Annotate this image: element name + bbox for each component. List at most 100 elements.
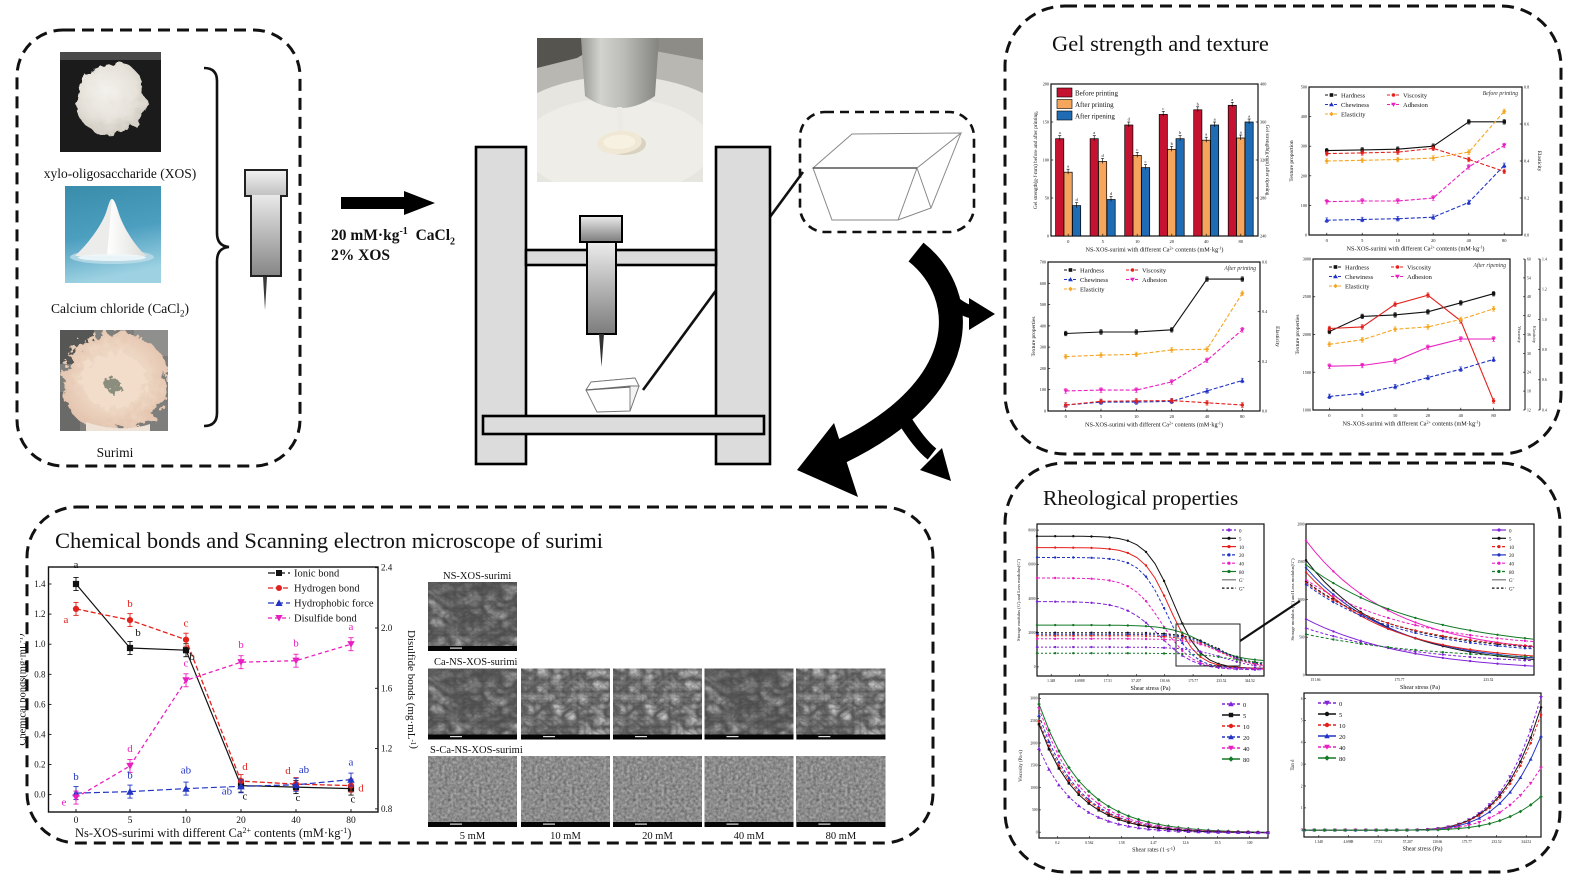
- svg-text:400: 400: [1040, 323, 1046, 328]
- svg-text:a: a: [1248, 114, 1250, 119]
- svg-text:Texture proportion: Texture proportion: [1289, 140, 1295, 182]
- svg-text:150: 150: [1043, 120, 1049, 125]
- svg-text:NS-XOS-surimi with different C: NS-XOS-surimi with different Ca2+ conten…: [1343, 420, 1481, 428]
- svg-text:233.52: 233.52: [1216, 679, 1226, 683]
- svg-text:1.6: 1.6: [381, 683, 393, 693]
- svg-text:8000: 8000: [1028, 528, 1035, 532]
- svg-text:130.66: 130.66: [1432, 840, 1442, 844]
- svg-text:0: 0: [1339, 701, 1342, 708]
- svg-text:Viscosity: Viscosity: [1407, 265, 1432, 272]
- svg-text:300: 300: [1040, 345, 1046, 350]
- svg-text:c: c: [184, 618, 189, 630]
- svg-text:0: 0: [74, 816, 79, 826]
- svg-text:17.51: 17.51: [1374, 840, 1382, 844]
- svg-text:Hardness: Hardness: [1080, 268, 1105, 275]
- svg-text:2000: 2000: [1297, 522, 1304, 526]
- svg-text:130.66: 130.66: [1160, 679, 1170, 683]
- svg-text:20: 20: [1169, 414, 1174, 419]
- svg-text:20: 20: [1431, 238, 1436, 243]
- svg-text:b: b: [73, 771, 79, 783]
- svg-text:100: 100: [1043, 158, 1049, 163]
- svg-text:0.8: 0.8: [1524, 85, 1529, 90]
- svg-text:175.77: 175.77: [1462, 840, 1472, 844]
- svg-text:Chewiness: Chewiness: [1080, 277, 1109, 284]
- svg-text:20 mM: 20 mM: [642, 831, 673, 842]
- svg-text:0: 0: [1326, 238, 1329, 243]
- svg-text:12.6: 12.6: [1182, 841, 1188, 845]
- svg-text:500: 500: [1040, 302, 1046, 307]
- svg-text:80: 80: [1502, 238, 1507, 243]
- svg-text:0.8: 0.8: [34, 669, 46, 679]
- svg-text:0: 0: [1509, 529, 1512, 534]
- svg-text:40: 40: [1467, 238, 1472, 243]
- svg-text:400: 400: [1260, 82, 1266, 87]
- svg-text:Disulfide bond: Disulfide bond: [294, 614, 357, 625]
- svg-text:ab: ab: [181, 765, 192, 777]
- svg-text:40: 40: [1204, 239, 1209, 244]
- svg-text:Elasticity: Elasticity: [1080, 287, 1105, 294]
- svg-text:10: 10: [181, 816, 191, 826]
- svg-text:80 mM: 80 mM: [826, 831, 857, 842]
- svg-text:b: b: [293, 638, 299, 650]
- svg-text:20: 20: [1509, 554, 1515, 559]
- svg-text:After printing: After printing: [1223, 265, 1256, 272]
- svg-text:4000: 4000: [1028, 597, 1035, 601]
- svg-text:d: d: [242, 761, 248, 773]
- svg-text:2.4: 2.4: [381, 563, 393, 573]
- svg-text:0.562: 0.562: [1085, 841, 1093, 845]
- svg-text:54: 54: [1527, 276, 1531, 280]
- svg-text:6: 6: [1301, 697, 1303, 701]
- svg-text:Tan δ: Tan δ: [1291, 759, 1296, 771]
- svg-text:35.5: 35.5: [1214, 841, 1220, 845]
- svg-text:5 mM: 5 mM: [460, 831, 486, 842]
- svg-text:Adhesion: Adhesion: [1403, 102, 1429, 109]
- svg-text:Gel strength(g·mm) after ripen: Gel strength(g·mm) after ripening: [1264, 125, 1270, 196]
- svg-text:0: 0: [1065, 414, 1068, 419]
- svg-text:20: 20: [1243, 735, 1250, 742]
- svg-text:Viscosity: Viscosity: [1142, 268, 1167, 275]
- svg-text:2500: 2500: [1030, 719, 1037, 723]
- svg-text:Shear stress (Pa): Shear stress (Pa): [1403, 846, 1443, 853]
- svg-text:1.0: 1.0: [34, 639, 46, 649]
- svg-text:0.2: 0.2: [34, 760, 45, 770]
- svg-text:b: b: [1171, 141, 1174, 146]
- svg-text:320: 320: [1260, 158, 1266, 163]
- svg-text:NS-XOS-surimi with different C: NS-XOS-surimi with different Ca2+ conten…: [1347, 245, 1485, 253]
- svg-text:0: 0: [1328, 413, 1331, 418]
- svg-text:a: a: [64, 614, 69, 626]
- svg-text:3: 3: [1301, 762, 1303, 766]
- svg-text:40: 40: [1339, 745, 1346, 752]
- svg-text:280: 280: [1260, 196, 1266, 201]
- svg-text:80: 80: [1491, 413, 1496, 418]
- svg-text:Texture properties: Texture properties: [1031, 316, 1037, 356]
- svg-text:1500: 1500: [1303, 370, 1311, 375]
- svg-text:Gel strength(g·f·mm) before an: Gel strength(g·f·mm) before and after pr…: [1032, 111, 1039, 209]
- svg-text:10: 10: [1509, 546, 1515, 551]
- svg-text:2: 2: [1301, 784, 1303, 788]
- svg-text:4.47: 4.47: [1150, 841, 1156, 845]
- svg-text:300: 300: [1301, 144, 1307, 149]
- svg-text:500: 500: [1301, 85, 1307, 90]
- svg-text:10: 10: [1393, 413, 1398, 418]
- svg-text:5: 5: [1301, 719, 1303, 723]
- svg-text:Texture properties: Texture properties: [1295, 314, 1301, 354]
- svg-text:40: 40: [291, 816, 301, 826]
- svg-text:233.52: 233.52: [1492, 840, 1502, 844]
- svg-text:30: 30: [1527, 352, 1531, 356]
- svg-text:0: 0: [1044, 409, 1046, 414]
- svg-text:20: 20: [1170, 239, 1175, 244]
- svg-text:d: d: [127, 743, 133, 755]
- svg-text:2000: 2000: [1028, 631, 1035, 635]
- svg-text:5: 5: [1509, 538, 1512, 543]
- svg-text:1.4: 1.4: [1542, 257, 1547, 261]
- svg-text:4: 4: [1301, 741, 1303, 745]
- svg-text:40: 40: [1239, 563, 1245, 568]
- svg-text:2000: 2000: [1030, 741, 1037, 745]
- svg-text:1.348: 1.348: [1047, 679, 1055, 683]
- svg-text:5: 5: [128, 816, 133, 826]
- svg-text:0.0: 0.0: [1262, 409, 1267, 414]
- svg-text:40 mM: 40 mM: [734, 831, 765, 842]
- svg-text:1.2: 1.2: [381, 744, 392, 754]
- svg-text:1: 1: [1301, 806, 1303, 810]
- svg-text:a: a: [349, 757, 354, 769]
